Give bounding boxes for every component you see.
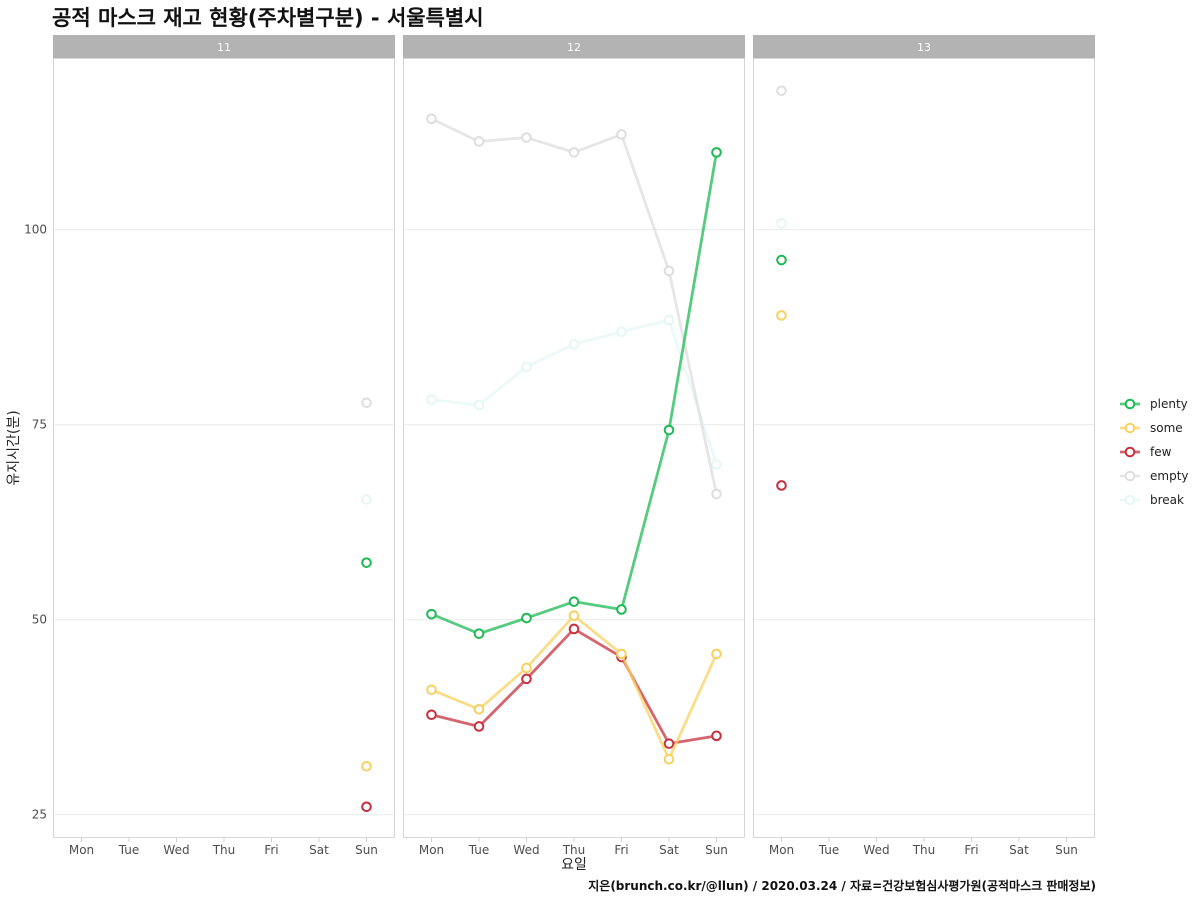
point-break — [473, 399, 485, 411]
point-some — [776, 310, 787, 321]
x-tick-label: Sun — [1055, 843, 1078, 857]
point-some — [711, 648, 722, 660]
point-empty — [521, 132, 532, 143]
x-tick-label: Wed — [513, 843, 539, 857]
point-empty — [473, 136, 485, 147]
point-plenty — [776, 254, 787, 266]
point-break — [616, 326, 627, 338]
point-empty — [616, 129, 627, 140]
point-some — [663, 753, 675, 765]
x-tick-label: Sun — [355, 843, 378, 857]
point-few — [711, 730, 722, 742]
x-tick-label: Fri — [614, 843, 628, 857]
y-tick-label: 100 — [24, 223, 47, 237]
point-break — [711, 459, 722, 470]
legend-key-point-empty — [1124, 470, 1136, 482]
legend-label: plenty — [1150, 397, 1188, 411]
facet-strip — [403, 35, 745, 58]
point-few — [521, 673, 532, 685]
x-tick-label: Thu — [912, 843, 936, 857]
point-few — [473, 721, 485, 732]
legend-key-point-some — [1124, 422, 1136, 434]
y-tick-label: 50 — [32, 613, 47, 627]
facet-strip — [53, 35, 395, 58]
x-tick-label: Wed — [163, 843, 189, 857]
point-break — [663, 314, 675, 326]
panel-border — [753, 58, 1095, 838]
x-tick-label: Thu — [212, 843, 236, 857]
point-plenty — [568, 596, 580, 607]
point-plenty — [616, 604, 627, 615]
chart-title: 공적 마스크 재고 현황(주차별구분) - 서울특별시 — [52, 6, 484, 30]
x-tick-label: Tue — [118, 843, 140, 857]
x-tick-label: Sun — [705, 843, 728, 857]
point-break — [361, 494, 372, 505]
panel-border — [403, 58, 745, 838]
point-plenty — [473, 628, 485, 639]
x-tick-label: Sat — [659, 843, 679, 857]
point-break — [521, 361, 532, 373]
legend-key-point-few — [1124, 446, 1136, 458]
facet-strip-label: 13 — [917, 41, 931, 54]
point-some — [568, 610, 580, 622]
point-empty — [711, 488, 722, 500]
facet-strip-label: 11 — [217, 41, 231, 54]
point-empty — [568, 147, 580, 158]
point-plenty — [711, 147, 722, 158]
point-few — [568, 623, 580, 635]
point-break — [568, 338, 580, 350]
panel-border — [53, 58, 395, 838]
legend-key-point-plenty — [1124, 398, 1136, 410]
x-tick-label: Fri — [964, 843, 978, 857]
point-empty — [361, 397, 372, 409]
point-few — [426, 709, 437, 721]
point-few — [361, 801, 372, 813]
x-tick-label: Thu — [562, 843, 586, 857]
x-tick-label: Tue — [818, 843, 840, 857]
legend-label: empty — [1150, 469, 1189, 483]
point-some — [521, 662, 532, 674]
point-some — [426, 684, 437, 696]
point-few — [663, 738, 675, 749]
legend-label: break — [1150, 493, 1184, 507]
point-empty — [776, 85, 787, 97]
legend-key-point-break — [1124, 494, 1136, 506]
point-break — [776, 218, 787, 229]
point-empty — [663, 265, 675, 277]
point-break — [426, 394, 437, 405]
legend-label: some — [1150, 421, 1183, 435]
point-plenty — [521, 612, 532, 624]
x-tick-label: Mon — [769, 843, 794, 857]
x-tick-label: Wed — [863, 843, 889, 857]
x-tick-label: Sat — [1009, 843, 1029, 857]
point-few — [776, 480, 787, 491]
x-tick-label: Mon — [69, 843, 94, 857]
x-tick-label: Fri — [264, 843, 278, 857]
point-some — [616, 648, 627, 660]
x-tick-label: Sat — [309, 843, 329, 857]
legend-label: few — [1150, 445, 1172, 459]
y-tick-label: 75 — [32, 418, 47, 432]
chart-caption: 지은(brunch.co.kr/@llun) / 2020.03.24 / 자료… — [588, 879, 1096, 893]
point-empty — [426, 113, 437, 125]
y-tick-label: 25 — [32, 808, 47, 822]
point-plenty — [361, 557, 372, 568]
point-some — [473, 704, 485, 715]
y-axis-title: 유지시간(분) — [6, 410, 22, 485]
point-plenty — [663, 424, 675, 436]
facet-strip-label: 12 — [567, 41, 581, 54]
x-tick-label: Tue — [468, 843, 490, 857]
x-tick-label: Mon — [419, 843, 444, 857]
point-plenty — [426, 608, 437, 620]
point-some — [361, 760, 372, 772]
facet-strip — [753, 35, 1095, 58]
x-axis-title: 요일 — [561, 857, 587, 873]
